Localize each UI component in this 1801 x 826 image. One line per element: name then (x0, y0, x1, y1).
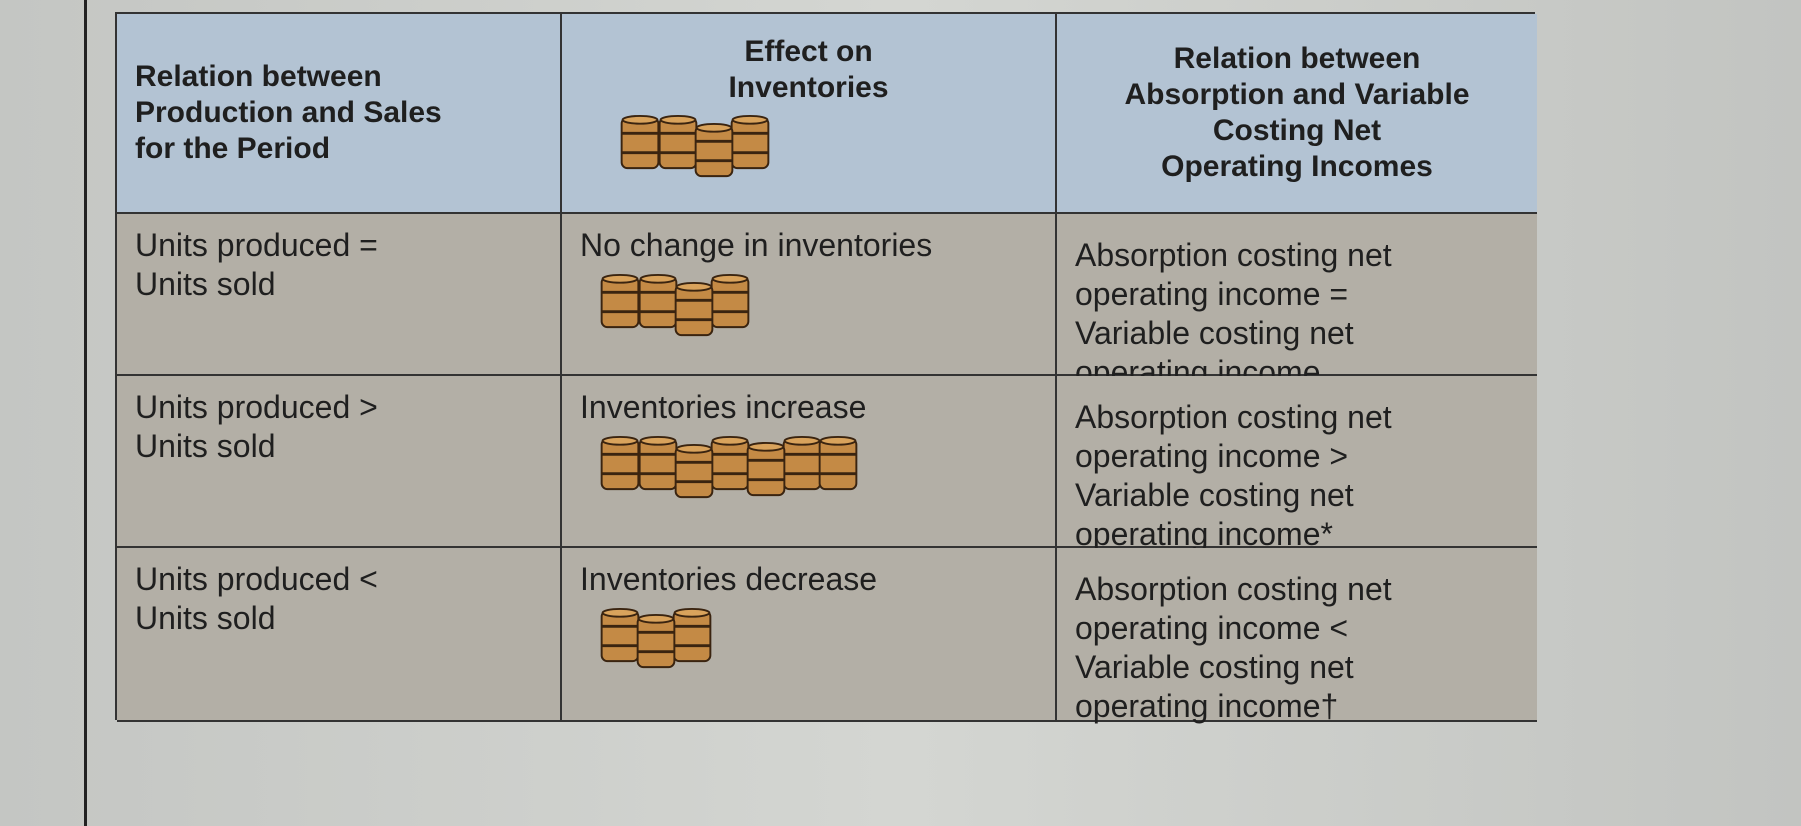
cell: Units produced > Units sold (117, 376, 562, 548)
header-cell: Effect on Inventories (562, 14, 1057, 214)
cell-text: Inventories increase (580, 389, 867, 425)
cell: Absorption costing net operating income … (1057, 376, 1537, 552)
barrel-icon (600, 435, 858, 499)
cell: Absorption costing net operating income … (1057, 548, 1537, 724)
cell: No change in inventories (562, 214, 1057, 376)
cell: Absorption costing net operating income … (1057, 214, 1537, 390)
page-edge (84, 0, 87, 826)
barrel-icon (600, 607, 712, 669)
cell: Units produced = Units sold (117, 214, 562, 376)
cell: Inventories increase (562, 376, 1057, 548)
barrel-icon (620, 114, 770, 178)
header-text: Effect on Inventories (728, 35, 889, 104)
cell: Inventories decrease (562, 548, 1057, 722)
cell-text: No change in inventories (580, 227, 933, 263)
table: Relation between Production and Sales fo… (115, 12, 1537, 724)
cell: Units produced < Units sold (117, 548, 562, 722)
barrel-icon (600, 273, 750, 337)
cell-text: Inventories decrease (580, 561, 878, 597)
header-cell: Relation between Absorption and Variable… (1057, 14, 1537, 214)
header-cell: Relation between Production and Sales fo… (117, 14, 562, 214)
